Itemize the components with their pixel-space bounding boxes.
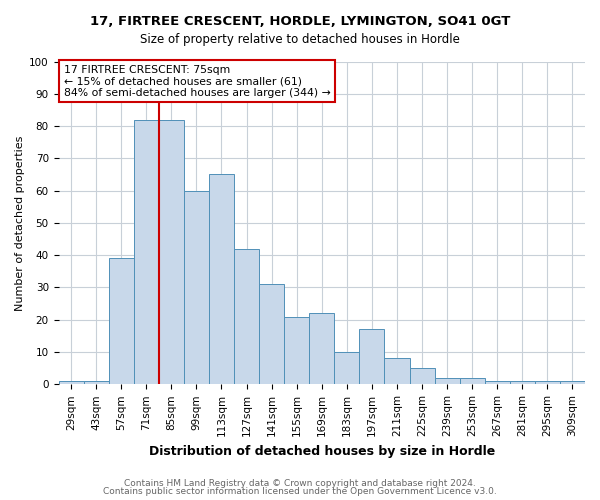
Bar (234, 248, 259, 384)
Bar (334, 352, 359, 384)
Bar (83, 381, 109, 384)
Bar (410, 368, 434, 384)
Bar (434, 378, 460, 384)
Bar (460, 378, 485, 384)
X-axis label: Distribution of detached houses by size in Hordle: Distribution of detached houses by size … (149, 444, 495, 458)
Bar (209, 174, 234, 384)
Text: Contains HM Land Registry data © Crown copyright and database right 2024.: Contains HM Land Registry data © Crown c… (124, 478, 476, 488)
Text: Contains public sector information licensed under the Open Government Licence v3: Contains public sector information licen… (103, 487, 497, 496)
Bar (259, 284, 284, 384)
Bar (109, 258, 134, 384)
Bar (184, 190, 209, 384)
Bar (359, 330, 385, 384)
Y-axis label: Number of detached properties: Number of detached properties (15, 135, 25, 310)
Text: 17 FIRTREE CRESCENT: 75sqm
← 15% of detached houses are smaller (61)
84% of semi: 17 FIRTREE CRESCENT: 75sqm ← 15% of deta… (64, 64, 331, 98)
Bar (535, 381, 560, 384)
Bar (510, 381, 535, 384)
Text: Size of property relative to detached houses in Hordle: Size of property relative to detached ho… (140, 32, 460, 46)
Bar (59, 381, 83, 384)
Text: 17, FIRTREE CRESCENT, HORDLE, LYMINGTON, SO41 0GT: 17, FIRTREE CRESCENT, HORDLE, LYMINGTON,… (90, 15, 510, 28)
Bar (385, 358, 410, 384)
Bar (485, 381, 510, 384)
Bar (560, 381, 585, 384)
Bar (284, 316, 309, 384)
Bar (159, 120, 184, 384)
Bar (309, 314, 334, 384)
Bar (134, 120, 159, 384)
